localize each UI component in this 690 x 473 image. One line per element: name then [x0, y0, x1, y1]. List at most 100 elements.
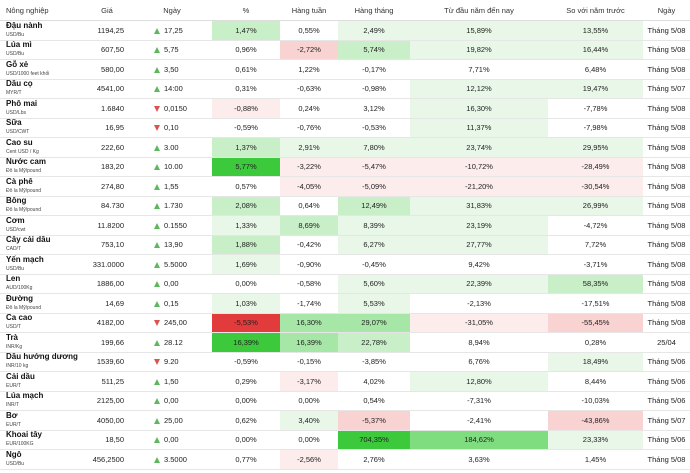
commodity-unit: USD/T: [6, 324, 21, 331]
header-monthly[interactable]: Hàng tháng: [338, 0, 410, 21]
percent-cell: 0,61%: [212, 59, 280, 80]
day-change-cell: 0,00: [132, 391, 212, 411]
commodity-cell: Cải dầu EUR/T: [0, 371, 82, 392]
table-row[interactable]: Ngô USD/Bu 456,2500 3.5000 0,77% -2,56% 2,76% 3…: [0, 449, 690, 470]
weekly-cell: 0,64%: [280, 196, 338, 216]
header-yoy[interactable]: So với năm trước: [548, 0, 643, 21]
table-row[interactable]: Len AUD/100Kg 1886,00 0,00 0,00% -0,58% 5,60% 2…: [0, 274, 690, 294]
day-change-cell: 3,50: [132, 59, 212, 80]
percent-cell: -0,59%: [212, 118, 280, 138]
commodity-name[interactable]: Cơm: [6, 215, 25, 225]
price-cell: 2125,00: [82, 391, 132, 411]
yoy-cell: 0,28%: [548, 332, 643, 353]
table-row[interactable]: Đậu nành USD/Bu 1194,25 17,25 1,47% 0,55% 2,49…: [0, 20, 690, 41]
commodity-name[interactable]: Len: [6, 274, 21, 284]
yoy-cell: 26,99%: [548, 196, 643, 216]
header-day[interactable]: Ngày: [132, 0, 212, 21]
header-agriculture[interactable]: Nông nghiệp: [0, 0, 82, 21]
commodity-unit: EUR/T: [6, 421, 21, 428]
day-change-value: 0,00: [164, 435, 179, 445]
header-date[interactable]: Ngày: [643, 0, 690, 21]
weekly-cell: 0,24%: [280, 98, 338, 119]
commodity-name[interactable]: Lúa mạch: [6, 391, 44, 401]
commodity-name[interactable]: Cà phê: [6, 176, 33, 186]
commodity-cell: Cà phê Đô la Mỹ/pound: [0, 176, 82, 197]
commodity-name[interactable]: Đậu nành: [6, 20, 43, 30]
day-change-value: 0,00: [164, 396, 179, 406]
percent-cell: 0,96%: [212, 40, 280, 60]
weekly-cell: -0,90%: [280, 254, 338, 275]
weekly-cell: -0,76%: [280, 118, 338, 138]
table-row[interactable]: Yến mạch USD/Bu 331.0000 5.5000 1,69% -0,90% -…: [0, 254, 690, 275]
table-row[interactable]: Gỗ xẻ USD/1000 feet khối 580,00 3,50 0,61% 1,…: [0, 59, 690, 80]
header-price[interactable]: Giá: [82, 0, 132, 21]
commodity-name[interactable]: Cao su: [6, 137, 33, 147]
commodity-cell: Trà INR/Kg: [0, 332, 82, 353]
commodity-name[interactable]: Ngô: [6, 449, 22, 459]
day-change-cell: 0,10: [132, 118, 212, 138]
day-change-value: 9.20: [164, 357, 179, 367]
commodity-name[interactable]: Phô mai: [6, 98, 38, 108]
table-row[interactable]: Cơm USD/cwt 11.8200 0.1550 1,33% 8,69% 8,39% 23…: [0, 215, 690, 236]
date-cell: Tháng 5/08: [643, 293, 690, 314]
commodity-unit: INR/Kg: [6, 343, 23, 350]
header-ytd[interactable]: Từ đầu năm đến nay: [410, 0, 548, 21]
commodity-name[interactable]: Lúa mì: [6, 40, 32, 50]
table-row[interactable]: Phô mai USD/Lbs 1.6840 0,0150 -0,88% 0,24% 3,1…: [0, 98, 690, 119]
table-row[interactable]: Bông Đô la Mỹ/pound 84.730 1.730 2,08% 0,64% 1…: [0, 196, 690, 216]
table-row[interactable]: Dầu cọ MYR/T 4541,00 14:00 0,31% -0,63% -0,98%…: [0, 79, 690, 99]
commodity-name[interactable]: Dầu hướng dương: [6, 352, 78, 362]
commodity-name[interactable]: Khoai tây: [6, 430, 43, 440]
table-row[interactable]: Cây cải dầu CAD/T 753,10 13,90 1,88% -0,42% 6,…: [0, 235, 690, 255]
date-cell: Tháng 5/06: [643, 391, 690, 411]
commodity-name[interactable]: Cải dầu: [6, 371, 35, 381]
price-cell: 183,20: [82, 157, 132, 177]
ytd-cell: 12,12%: [410, 79, 548, 99]
commodity-name[interactable]: Bông: [6, 196, 27, 206]
price-cell: 4050,00: [82, 410, 132, 431]
day-change-value: 28.12: [164, 337, 183, 347]
percent-cell: 1,37%: [212, 137, 280, 158]
table-row[interactable]: Nước cam Đô la Mỹ/pound 183,20 10.00 5,77% -3…: [0, 157, 690, 177]
percent-cell: 0,57%: [212, 176, 280, 197]
header-weekly[interactable]: Hàng tuần: [280, 0, 338, 21]
table-row[interactable]: Bơ EUR/T 4050,00 25,00 0,62% 3,40% -5,37% -2,41…: [0, 410, 690, 431]
commodity-name[interactable]: Nước cam: [6, 157, 46, 167]
commodity-cell: Bông Đô la Mỹ/pound: [0, 196, 82, 216]
table-row[interactable]: Sữa USD/CWT 16,95 0,10 -0,59% -0,76% -0,53% 11,…: [0, 118, 690, 138]
commodity-name[interactable]: Yến mạch: [6, 254, 44, 264]
commodity-cell: Khoai tây EUR/100KG: [0, 430, 82, 450]
commodity-name[interactable]: Ca cao: [6, 313, 33, 323]
table-row[interactable]: Cà phê Đô la Mỹ/pound 274,80 1,55 0,57% -4,05…: [0, 176, 690, 197]
commodity-name[interactable]: Trà: [6, 332, 19, 342]
commodity-name[interactable]: Bơ: [6, 410, 18, 420]
commodity-name[interactable]: Sữa: [6, 118, 22, 128]
monthly-cell: 7,80%: [338, 137, 410, 158]
table-row[interactable]: Trà INR/Kg 199,66 28.12 16,39% 16,39% 22,78% 8,…: [0, 332, 690, 353]
table-row[interactable]: Dầu hướng dương INR/10 kg 1539,60 9.20 -0,59…: [0, 352, 690, 372]
day-change-cell: 0,0150: [132, 98, 212, 119]
monthly-cell: 5,60%: [338, 274, 410, 294]
commodity-name[interactable]: Đường: [6, 293, 34, 303]
commodity-cell: Sữa USD/CWT: [0, 118, 82, 138]
arrow-up-icon: [154, 378, 160, 385]
percent-cell: 0,77%: [212, 449, 280, 470]
table-row[interactable]: Cải dầu EUR/T 511,25 1,50 0,29% -3,17% 4,02% 12…: [0, 371, 690, 392]
commodity-name[interactable]: Gỗ xẻ: [6, 59, 29, 69]
header-percent[interactable]: %: [212, 0, 280, 21]
date-cell: Tháng 5/07: [643, 79, 690, 99]
date-cell: Tháng 5/08: [643, 157, 690, 177]
table-row[interactable]: Đường Đô la Mỹ/pound 14,69 0,15 1,03% -1,74% 5…: [0, 293, 690, 314]
ytd-cell: 8,94%: [410, 332, 548, 353]
table-row[interactable]: Lúa mạch INR/T 2125,00 0,00 0,00% 0,00% 0,54% -…: [0, 391, 690, 411]
date-cell: Tháng 5/06: [643, 430, 690, 450]
table-row[interactable]: Ca cao USD/T 4182,00 245,00 -5,53% 16,30% 29,0…: [0, 313, 690, 333]
table-row[interactable]: Khoai tây EUR/100KG 18,50 0,00 0,00% 0,00% 704…: [0, 430, 690, 450]
arrow-up-icon: [154, 398, 160, 405]
table-row[interactable]: Cao su Cent USD / Kg 222,60 3.00 1,37% 2,91% 7…: [0, 137, 690, 158]
commodity-name[interactable]: Cây cải dầu: [6, 235, 51, 245]
ytd-cell: -2,13%: [410, 293, 548, 314]
table-row[interactable]: Lúa mì USD/Bu 607,50 5,75 0,96% -2,72% 5,74% 19…: [0, 40, 690, 60]
date-cell: Tháng 5/08: [643, 449, 690, 470]
commodity-name[interactable]: Dầu cọ: [6, 79, 33, 89]
